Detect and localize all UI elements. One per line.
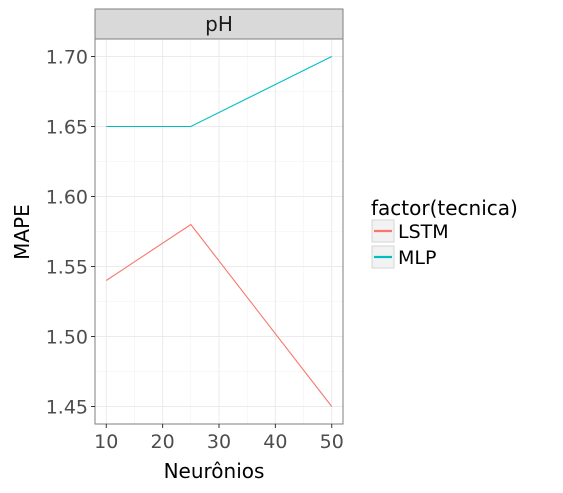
y-tick-label: 1.65 — [46, 117, 88, 139]
y-axis-title: MAPE — [10, 204, 34, 260]
series-line-lstm — [105, 223, 333, 407]
facet-strip — [94, 8, 344, 40]
legend-key-lstm — [371, 219, 395, 243]
x-axis: 10 20 30 40 50 — [94, 424, 344, 453]
y-axis: 1.45 1.50 1.55 1.60 1.65 1.70 — [46, 47, 95, 419]
x-tick-label: 20 — [151, 431, 175, 453]
x-tick-label: 40 — [263, 431, 287, 453]
x-tick-label: 10 — [94, 431, 118, 453]
major-gridlines — [95, 39, 343, 424]
legend-label-mlp: MLP — [398, 247, 436, 269]
series-lines — [105, 56, 333, 407]
y-tick-label: 1.55 — [46, 257, 88, 279]
series-line-mlp — [106, 56, 332, 128]
x-tick-label: 30 — [207, 431, 231, 453]
y-tick-label: 1.60 — [46, 187, 88, 209]
facet-label: pH — [205, 12, 233, 36]
x-axis-title: Neurônios — [164, 459, 265, 483]
y-tick-label: 1.45 — [46, 397, 88, 419]
y-tick-label: 1.70 — [46, 47, 88, 69]
y-tick-label: 1.50 — [46, 327, 88, 349]
legend: factor(tecnica) LSTM MLP — [371, 196, 518, 269]
legend-title: factor(tecnica) — [371, 196, 518, 220]
legend-key-mlp — [371, 245, 395, 269]
legend-label-lstm: LSTM — [398, 221, 449, 243]
x-tick-label: 50 — [320, 431, 344, 453]
